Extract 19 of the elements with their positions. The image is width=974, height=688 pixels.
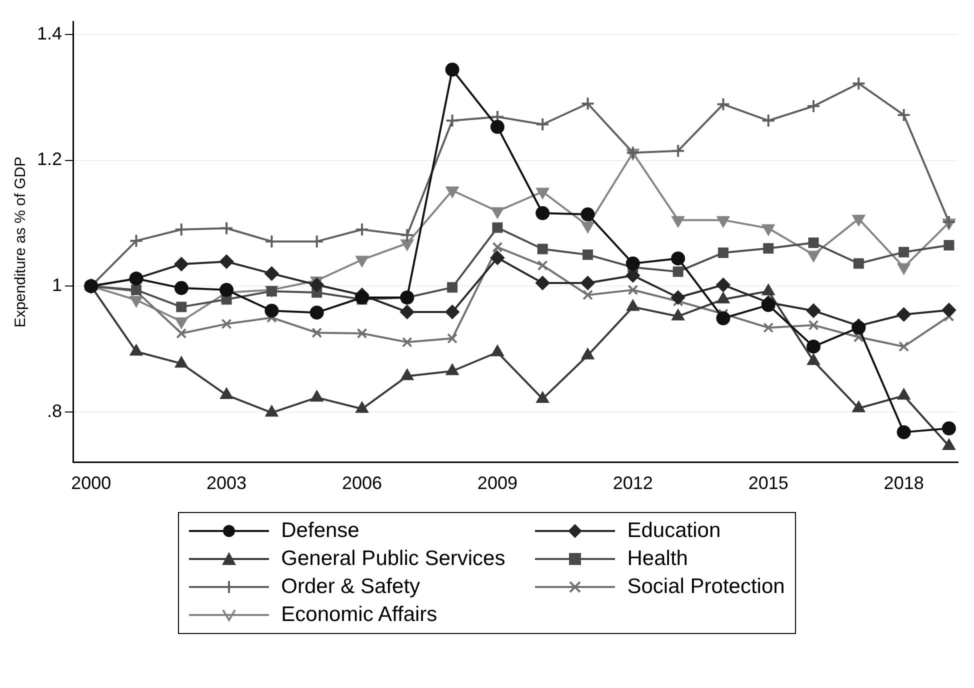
y-tick-label: .8 [47, 401, 62, 422]
x-tick-label: 2009 [477, 473, 518, 494]
x-tick-label: 2000 [71, 473, 112, 494]
legend-label: General Public Services [281, 547, 506, 571]
x-tick-label: 2015 [748, 473, 788, 494]
legend-label: Economic Affairs [281, 603, 438, 627]
x-tick-label: 2006 [342, 473, 382, 494]
legend-label: Defense [281, 519, 360, 543]
y-tick-label: 1.4 [36, 23, 62, 44]
x-tick-label: 2003 [206, 473, 247, 494]
x-tick-label: 2018 [884, 473, 924, 494]
y-tick-label: 1.2 [36, 149, 62, 170]
legend-label: Order & Safety [281, 575, 420, 599]
y-axis-title: Expenditure as % of GDP [12, 156, 30, 328]
legend-label: Health [627, 547, 688, 571]
legend-label: Social Protection [627, 575, 785, 599]
y-tick-label: 1 [52, 275, 62, 296]
x-tick-label: 2012 [612, 473, 653, 494]
legend-label: Education [627, 519, 721, 543]
